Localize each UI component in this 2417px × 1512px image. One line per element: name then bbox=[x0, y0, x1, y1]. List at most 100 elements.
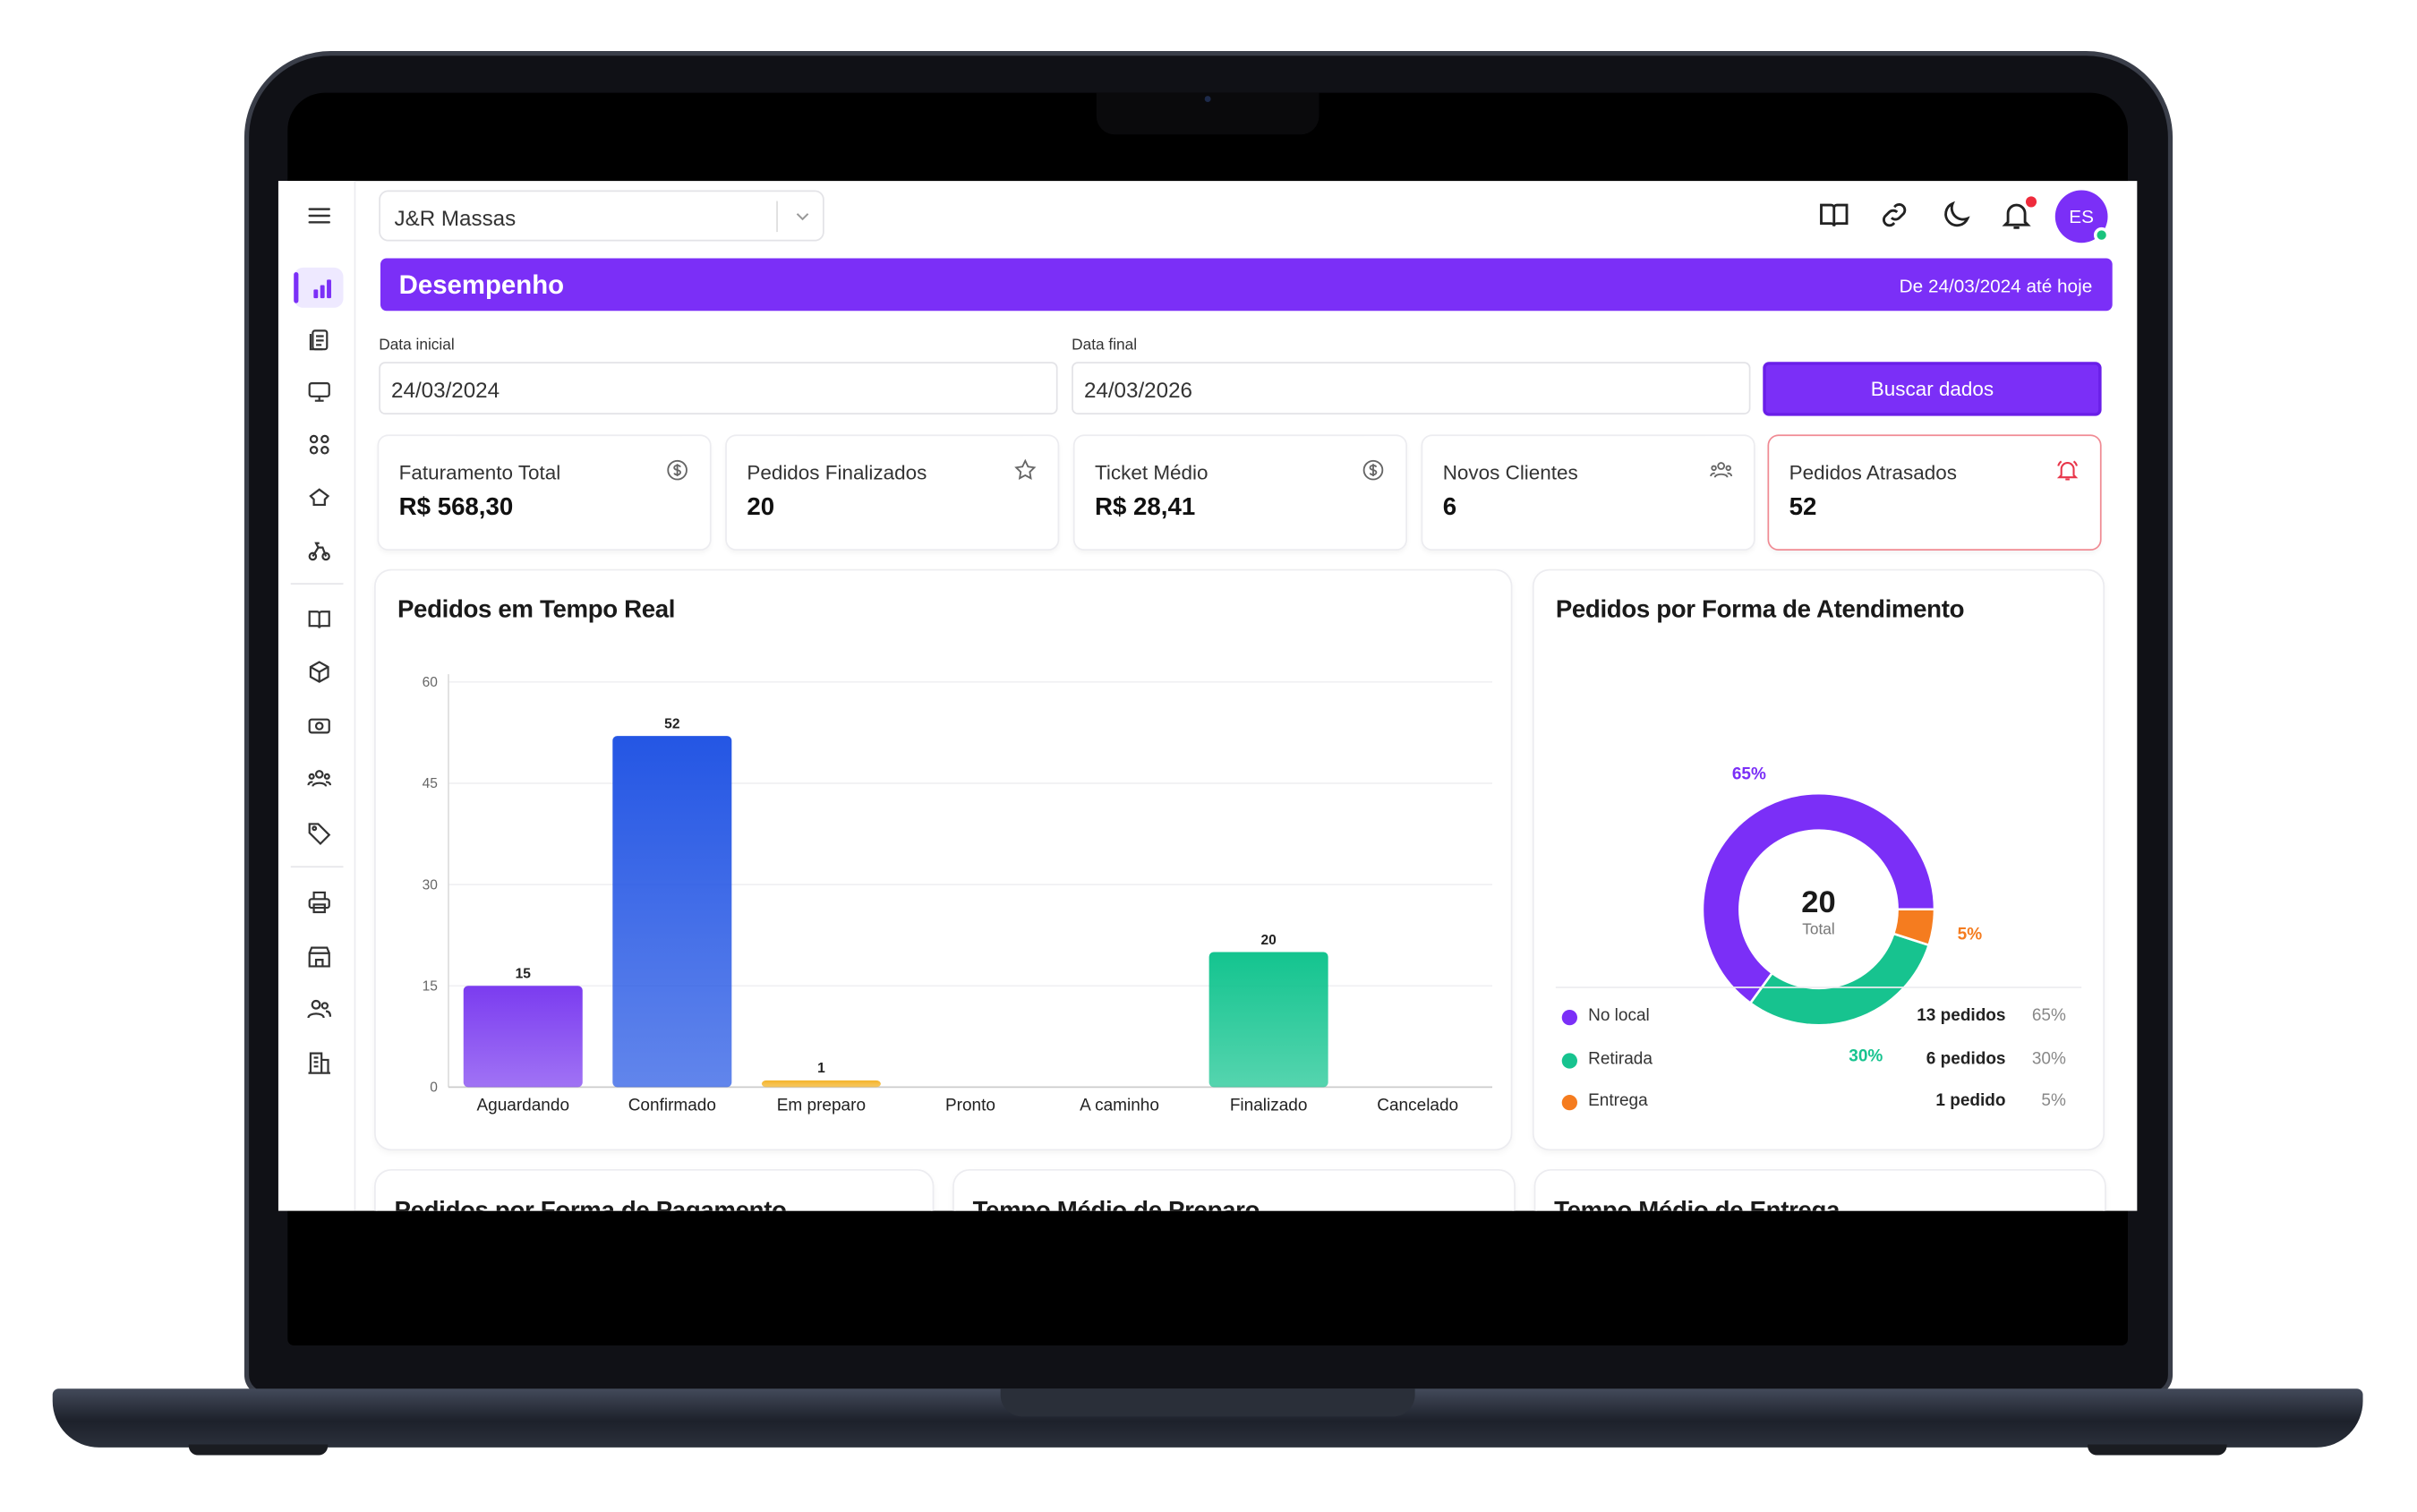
stat-value: R$ 28,41 bbox=[1095, 494, 1196, 522]
start-date-input[interactable]: 24/03/2024 bbox=[379, 362, 1058, 414]
y-tick-label: 30 bbox=[423, 877, 439, 893]
notification-dot bbox=[2025, 196, 2037, 208]
users-icon[interactable] bbox=[300, 990, 337, 1027]
x-tick-label: Aguardando bbox=[476, 1096, 569, 1115]
sidebar-divider bbox=[290, 866, 344, 868]
stat-value: 20 bbox=[747, 494, 775, 522]
menu-icon[interactable] bbox=[300, 196, 337, 233]
store-icon[interactable] bbox=[300, 937, 337, 974]
book-icon[interactable] bbox=[300, 600, 337, 636]
realtime-orders-chart: 0 15 30 45 60 15 Aguardando 52 Confirmado 1 Em pre… bbox=[423, 674, 1492, 1115]
payment-method-panel: Pedidos por Forma de Pagamento bbox=[375, 1170, 933, 1211]
x-tick-label: Cancelado bbox=[1377, 1096, 1458, 1115]
laptop-foot-right bbox=[2088, 1444, 2227, 1456]
legend-dot bbox=[1561, 1095, 1577, 1111]
x-tick-label: Finalizado bbox=[1230, 1096, 1308, 1115]
legend-item: Retirada 6 pedidos 30% bbox=[1550, 1046, 2075, 1078]
stat-card-average-ticket: Ticket Médio R$ 28,41 bbox=[1074, 436, 1406, 550]
panel-title: Tempo Médio de Preparo bbox=[973, 1199, 1260, 1211]
box-icon[interactable] bbox=[300, 653, 337, 689]
legend-dot bbox=[1561, 1010, 1577, 1026]
stat-label: Novos Clientes bbox=[1442, 460, 1578, 484]
dollar-circle-icon bbox=[667, 459, 688, 481]
legend-dot bbox=[1561, 1053, 1577, 1069]
panel-title: Pedidos por Forma de Pagamento bbox=[394, 1199, 786, 1211]
camera-dot bbox=[1204, 96, 1211, 103]
store-selector[interactable]: J&R Massas bbox=[379, 190, 824, 242]
bar-data-label: 52 bbox=[664, 717, 680, 732]
stat-label: Pedidos Finalizados bbox=[747, 460, 927, 484]
stat-label: Ticket Médio bbox=[1095, 460, 1208, 484]
service-type-panel: Pedidos por Forma de Atendimento 65% 30% 5… bbox=[1533, 570, 2104, 1149]
book-icon[interactable] bbox=[1817, 198, 1851, 232]
date-range-label: De 24/03/2024 até hoje bbox=[1899, 275, 2093, 297]
online-status-dot bbox=[2093, 226, 2110, 243]
donut-slice-no-local bbox=[1701, 791, 1936, 1005]
sidebar bbox=[278, 181, 356, 1211]
sidebar-divider bbox=[290, 583, 344, 585]
users-group-icon[interactable] bbox=[300, 759, 337, 796]
legend-percent: 30% bbox=[2031, 1049, 2066, 1069]
prep-time-panel: Tempo Médio de Preparo bbox=[953, 1170, 1515, 1211]
users-icon bbox=[1710, 462, 1733, 478]
legend-count: 1 pedido bbox=[1935, 1091, 2006, 1111]
y-tick-label: 15 bbox=[423, 978, 438, 994]
y-tick-label: 45 bbox=[423, 776, 438, 791]
stat-card-revenue: Faturamento Total R$ 568,30 bbox=[379, 436, 710, 550]
page-title: Desempenho bbox=[398, 270, 565, 301]
link-icon[interactable] bbox=[1877, 198, 1911, 232]
service-type-legend: No local 13 pedidos 65% Retirada 6 pedid… bbox=[1550, 1004, 2075, 1142]
chef-hat-icon[interactable] bbox=[300, 478, 337, 515]
end-date-input[interactable]: 24/03/2026 bbox=[1072, 362, 1751, 414]
stat-card-late-orders: Pedidos Atrasados 52 bbox=[1769, 436, 2100, 550]
grid-icon[interactable] bbox=[300, 425, 337, 462]
stat-card-finished-orders: Pedidos Finalizados 20 bbox=[726, 436, 1058, 550]
laptop-foot-left bbox=[188, 1444, 329, 1456]
search-data-button[interactable]: Buscar dados bbox=[1763, 362, 2102, 416]
bar-em-preparo bbox=[761, 1080, 881, 1088]
end-date-label: Data final bbox=[1072, 337, 1138, 355]
panel-title: Pedidos em Tempo Real bbox=[397, 596, 676, 624]
sidebar-active-marker bbox=[294, 272, 299, 303]
moon-icon[interactable] bbox=[1939, 198, 1973, 232]
store-selector-divider bbox=[776, 201, 778, 233]
monitor-icon[interactable] bbox=[300, 372, 337, 409]
printer-icon[interactable] bbox=[300, 883, 337, 919]
page-banner: Desempenho De 24/03/2024 até hoje bbox=[380, 258, 2113, 312]
clipboard-icon[interactable] bbox=[300, 320, 337, 357]
chevron-down-icon[interactable] bbox=[791, 206, 813, 227]
bell-icon[interactable] bbox=[2000, 198, 2034, 232]
app-screen: J&R Massas ES Desempenho De 24/03/2024 a… bbox=[278, 181, 2138, 1211]
x-tick-label: A caminho bbox=[1080, 1096, 1159, 1115]
stat-value: 6 bbox=[1442, 494, 1457, 522]
laptop-hinge bbox=[1000, 1388, 1415, 1417]
building-icon[interactable] bbox=[300, 1044, 337, 1081]
legend-item: Entrega 1 pedido 5% bbox=[1550, 1089, 2075, 1120]
x-tick-label: Confirmado bbox=[628, 1096, 716, 1115]
donut-center-label: Total bbox=[1802, 919, 1834, 937]
legend-divider bbox=[1555, 987, 2082, 988]
panel-title: Pedidos por Forma de Atendimento bbox=[1555, 596, 1965, 624]
donut-center-value: 20 bbox=[1801, 885, 1835, 919]
bar-finalizado bbox=[1208, 952, 1328, 1088]
tag-icon[interactable] bbox=[300, 814, 337, 850]
delivery-time-panel: Tempo Médio de Entrega bbox=[1535, 1170, 2105, 1211]
donut-percent-label: 30% bbox=[1849, 1046, 1883, 1065]
star-icon bbox=[1014, 458, 1037, 480]
cash-icon[interactable] bbox=[300, 706, 337, 743]
bar-aguardando bbox=[463, 986, 583, 1088]
legend-label: Entrega bbox=[1588, 1091, 1648, 1111]
start-date-label: Data inicial bbox=[379, 337, 455, 355]
bar-data-label: 1 bbox=[817, 1061, 825, 1076]
donut-slice-entrega bbox=[1892, 908, 1936, 947]
stat-card-new-clients: Novos Clientes 6 bbox=[1422, 436, 1754, 550]
legend-percent: 65% bbox=[2031, 1006, 2066, 1026]
delivery-icon[interactable] bbox=[300, 531, 337, 568]
legend-label: No local bbox=[1588, 1006, 1650, 1026]
sidebar-active-highlight bbox=[294, 267, 344, 308]
panel-title: Tempo Médio de Entrega bbox=[1554, 1199, 1840, 1211]
y-tick-label: 60 bbox=[423, 675, 439, 690]
legend-count: 6 pedidos bbox=[1926, 1049, 2006, 1069]
dashboard-chart-icon[interactable] bbox=[303, 269, 340, 306]
